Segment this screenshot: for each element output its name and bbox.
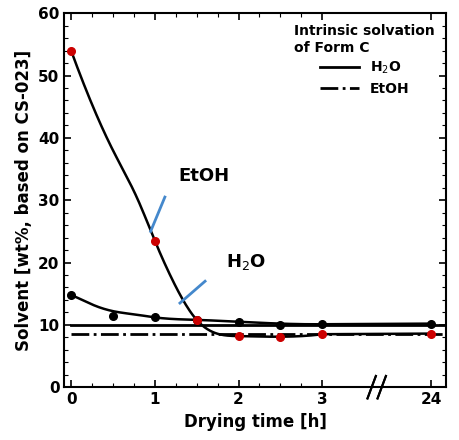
Text: EtOH: EtOH bbox=[178, 167, 229, 185]
Legend: H$_2$O, EtOH: H$_2$O, EtOH bbox=[290, 20, 438, 100]
Text: H$_2$O: H$_2$O bbox=[225, 252, 266, 272]
Y-axis label: Solvent [wt%, based on CS-023]: Solvent [wt%, based on CS-023] bbox=[15, 50, 33, 351]
X-axis label: Drying time [h]: Drying time [h] bbox=[184, 413, 326, 431]
